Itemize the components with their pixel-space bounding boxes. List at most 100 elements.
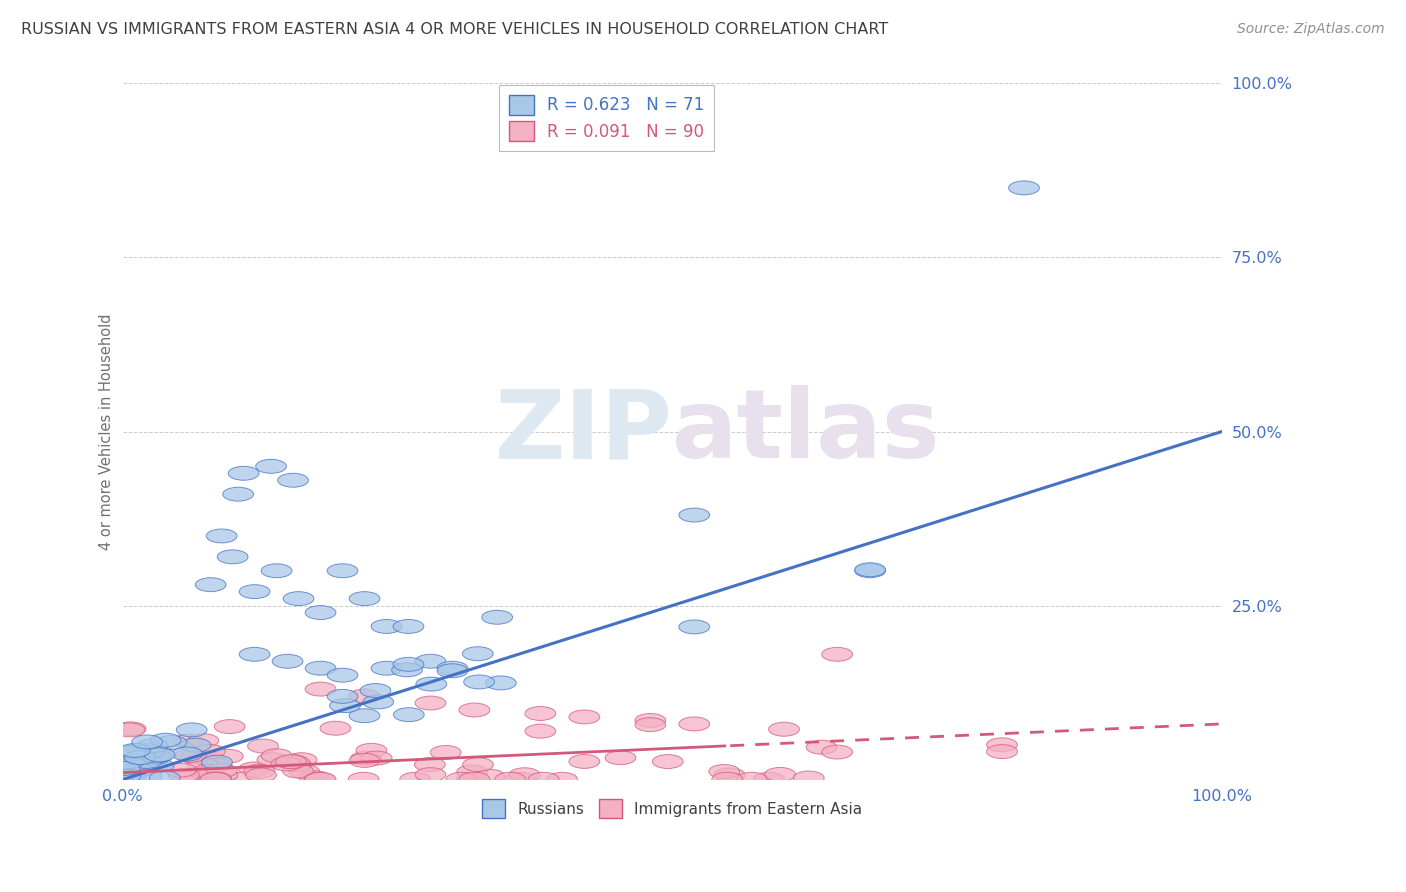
Ellipse shape — [361, 751, 392, 765]
Ellipse shape — [305, 772, 336, 786]
Ellipse shape — [115, 770, 146, 783]
Ellipse shape — [321, 722, 352, 735]
Ellipse shape — [201, 758, 232, 772]
Ellipse shape — [110, 750, 141, 764]
Ellipse shape — [987, 738, 1018, 752]
Ellipse shape — [474, 769, 505, 783]
Ellipse shape — [524, 724, 555, 739]
Ellipse shape — [569, 710, 600, 724]
Ellipse shape — [273, 655, 302, 668]
Ellipse shape — [679, 717, 710, 731]
Ellipse shape — [262, 748, 292, 763]
Ellipse shape — [328, 690, 359, 704]
Ellipse shape — [114, 723, 145, 737]
Ellipse shape — [415, 655, 446, 668]
Ellipse shape — [257, 753, 288, 766]
Ellipse shape — [187, 758, 218, 772]
Ellipse shape — [256, 459, 287, 474]
Ellipse shape — [509, 768, 540, 781]
Ellipse shape — [987, 745, 1018, 758]
Ellipse shape — [117, 747, 148, 761]
Ellipse shape — [207, 768, 238, 782]
Ellipse shape — [416, 677, 447, 691]
Ellipse shape — [228, 467, 259, 480]
Ellipse shape — [855, 563, 886, 576]
Ellipse shape — [605, 751, 636, 764]
Ellipse shape — [463, 757, 494, 772]
Ellipse shape — [821, 648, 852, 661]
Ellipse shape — [239, 762, 270, 776]
Ellipse shape — [110, 762, 141, 775]
Ellipse shape — [1008, 181, 1039, 194]
Ellipse shape — [212, 749, 243, 764]
Ellipse shape — [349, 772, 380, 786]
Ellipse shape — [529, 772, 560, 786]
Ellipse shape — [127, 756, 157, 770]
Ellipse shape — [394, 619, 423, 633]
Ellipse shape — [277, 474, 308, 487]
Ellipse shape — [754, 772, 785, 786]
Ellipse shape — [349, 709, 380, 723]
Text: Source: ZipAtlas.com: Source: ZipAtlas.com — [1237, 22, 1385, 37]
Ellipse shape — [176, 748, 207, 763]
Ellipse shape — [174, 771, 205, 785]
Ellipse shape — [709, 764, 740, 779]
Ellipse shape — [305, 606, 336, 619]
Ellipse shape — [495, 772, 526, 786]
Ellipse shape — [430, 746, 461, 759]
Ellipse shape — [283, 764, 314, 778]
Ellipse shape — [139, 751, 170, 764]
Ellipse shape — [262, 564, 292, 578]
Ellipse shape — [636, 718, 665, 731]
Ellipse shape — [394, 657, 423, 672]
Ellipse shape — [679, 620, 710, 634]
Ellipse shape — [636, 714, 665, 727]
Ellipse shape — [150, 733, 181, 747]
Ellipse shape — [141, 749, 172, 763]
Ellipse shape — [188, 733, 219, 747]
Ellipse shape — [172, 747, 202, 761]
Ellipse shape — [134, 744, 165, 758]
Ellipse shape — [124, 755, 153, 768]
Ellipse shape — [482, 610, 513, 624]
Ellipse shape — [305, 661, 336, 675]
Ellipse shape — [281, 757, 311, 772]
Ellipse shape — [143, 759, 174, 772]
Ellipse shape — [356, 743, 387, 757]
Ellipse shape — [194, 752, 225, 766]
Ellipse shape — [118, 745, 149, 759]
Ellipse shape — [110, 770, 141, 783]
Ellipse shape — [156, 736, 187, 749]
Ellipse shape — [149, 771, 180, 785]
Legend: Russians, Immigrants from Eastern Asia: Russians, Immigrants from Eastern Asia — [475, 793, 869, 824]
Ellipse shape — [287, 753, 316, 767]
Ellipse shape — [193, 764, 224, 778]
Ellipse shape — [415, 696, 446, 710]
Ellipse shape — [679, 508, 710, 522]
Ellipse shape — [122, 764, 153, 777]
Ellipse shape — [350, 751, 381, 765]
Ellipse shape — [228, 772, 259, 786]
Ellipse shape — [806, 740, 837, 754]
Ellipse shape — [458, 703, 489, 717]
Ellipse shape — [173, 734, 204, 748]
Ellipse shape — [125, 751, 155, 764]
Ellipse shape — [200, 772, 231, 786]
Ellipse shape — [114, 771, 145, 784]
Ellipse shape — [652, 755, 683, 769]
Ellipse shape — [111, 771, 142, 784]
Ellipse shape — [349, 591, 380, 606]
Ellipse shape — [363, 695, 394, 709]
Ellipse shape — [456, 772, 486, 786]
Ellipse shape — [793, 771, 824, 785]
Ellipse shape — [305, 682, 336, 696]
Ellipse shape — [194, 745, 225, 758]
Ellipse shape — [195, 578, 226, 591]
Ellipse shape — [141, 742, 170, 756]
Ellipse shape — [765, 767, 796, 781]
Ellipse shape — [399, 772, 430, 786]
Ellipse shape — [821, 745, 852, 759]
Ellipse shape — [769, 723, 800, 736]
Text: ZIP: ZIP — [495, 385, 672, 478]
Ellipse shape — [437, 664, 468, 678]
